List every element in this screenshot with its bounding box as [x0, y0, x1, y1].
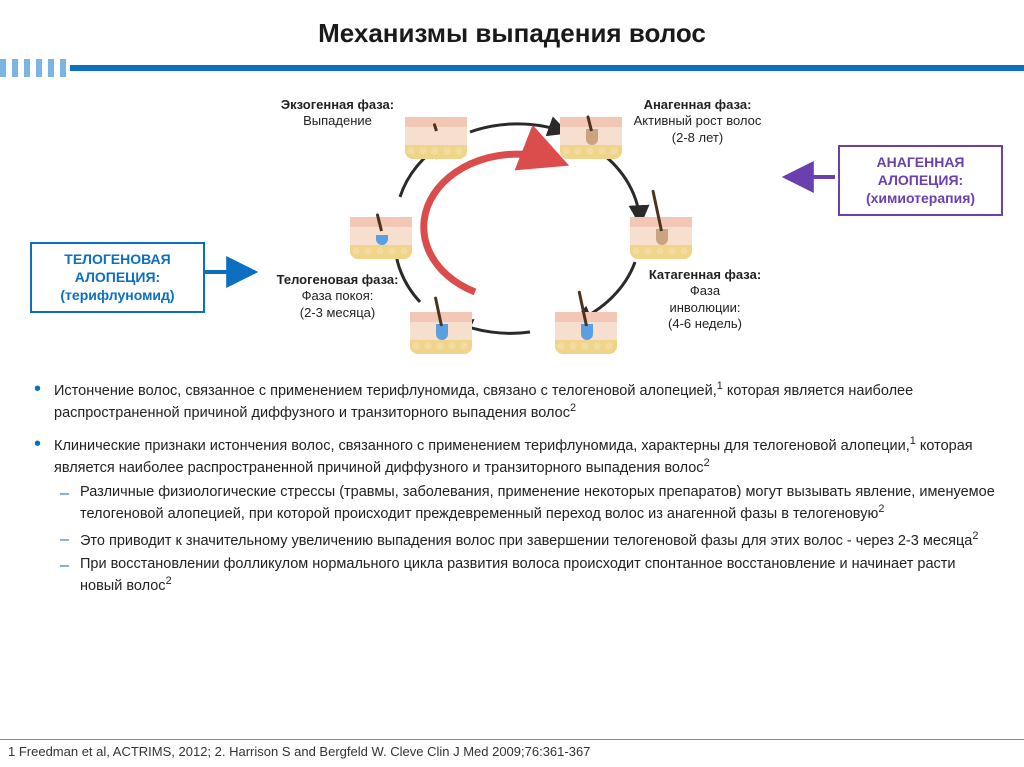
body-text: Истончение волос, связанное с применение…	[0, 367, 1024, 611]
follicle-late-exogen	[350, 197, 412, 259]
callout-anagen: АНАГЕННАЯ АЛОПЕЦИЯ: (химиотерапия)	[838, 145, 1003, 216]
diagram-area: Экзогенная фаза: Выпадение Анагенная фаз…	[0, 77, 1024, 367]
sub-1: Различные физиологические стрессы (травм…	[54, 483, 996, 525]
bullet-2: Клинические признаки истончения волос, с…	[28, 434, 996, 597]
label-telogen: Телогеновая фаза: Фаза покоя:(2-3 месяца…	[270, 272, 405, 321]
slide-title: Механизмы выпадения волос	[0, 0, 1024, 59]
callout-telogen: ТЕЛОГЕНОВАЯ АЛОПЕЦИЯ: (терифлуномид)	[30, 242, 205, 313]
follicle-exogen	[405, 97, 467, 159]
divider-bar	[70, 65, 1024, 71]
sub-3: При восстановлении фолликулом нормальног…	[54, 555, 996, 597]
follicle-anagen-early	[560, 97, 622, 159]
label-telogen-desc: Фаза покоя:(2-3 месяца)	[300, 288, 375, 319]
label-exogen: Экзогенная фаза: Выпадение	[270, 97, 405, 130]
label-anagen: Анагенная фаза: Активный рост волос (2-8…	[625, 97, 770, 146]
label-catagen: Катагенная фаза: Фазаинволюции:(4-6 неде…	[640, 267, 770, 332]
cycle-arrows	[0, 77, 1024, 367]
divider-band	[0, 59, 1024, 77]
sub-2: Это приводит к значительному увеличению …	[54, 529, 996, 551]
follicle-telogen	[410, 292, 472, 354]
bullet-1: Истончение волос, связанное с применение…	[28, 379, 996, 424]
follicle-anagen	[630, 197, 692, 259]
follicle-catagen	[555, 292, 617, 354]
label-catagen-desc: Фазаинволюции:(4-6 недель)	[668, 283, 742, 331]
divider-stripes	[0, 59, 70, 77]
references: 1 Freedman et al, ACTRIMS, 2012; 2. Harr…	[0, 739, 1024, 759]
